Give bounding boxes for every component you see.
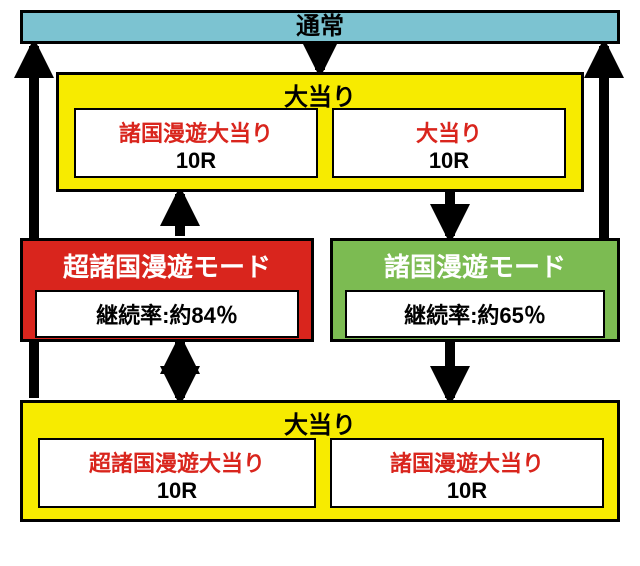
jackpot-bottom-left: 超諸国漫遊大当り 10R <box>38 438 316 508</box>
jackpot-top-left-title: 諸国漫遊大当り <box>76 116 316 148</box>
jackpot-bottom-label: 大当り <box>23 403 617 440</box>
jackpot-bottom-right-title: 諸国漫遊大当り <box>332 446 602 478</box>
mode-red: 超諸国漫遊モード 継続率:約84％ <box>20 238 314 342</box>
state-normal: 通常 <box>20 10 620 44</box>
jackpot-bottom-right-rounds: 10R <box>332 478 602 504</box>
jackpot-top-right-rounds: 10R <box>334 148 564 174</box>
mode-green: 諸国漫遊モード 継続率:約65％ <box>330 238 620 342</box>
jackpot-top-right: 大当り 10R <box>332 108 566 178</box>
jackpot-top-label: 大当り <box>59 75 581 112</box>
state-normal-label: 通常 <box>23 13 617 41</box>
jackpot-top-left-rounds: 10R <box>76 148 316 174</box>
jackpot-bottom-left-rounds: 10R <box>40 478 314 504</box>
diagram-stage: 通常 大当り 諸国漫遊大当り 10R 大当り 10R 超諸国漫遊モード 継続率:… <box>0 0 640 566</box>
jackpot-bottom-left-title: 超諸国漫遊大当り <box>40 446 314 478</box>
jackpot-top-right-title: 大当り <box>334 116 564 148</box>
mode-green-title: 諸国漫遊モード <box>333 241 617 290</box>
jackpot-top-left: 諸国漫遊大当り 10R <box>74 108 318 178</box>
mode-green-continuation: 継続率:約65％ <box>345 290 605 338</box>
mode-red-title: 超諸国漫遊モード <box>23 241 311 290</box>
mode-red-continuation: 継続率:約84％ <box>35 290 299 338</box>
jackpot-bottom-right: 諸国漫遊大当り 10R <box>330 438 604 508</box>
